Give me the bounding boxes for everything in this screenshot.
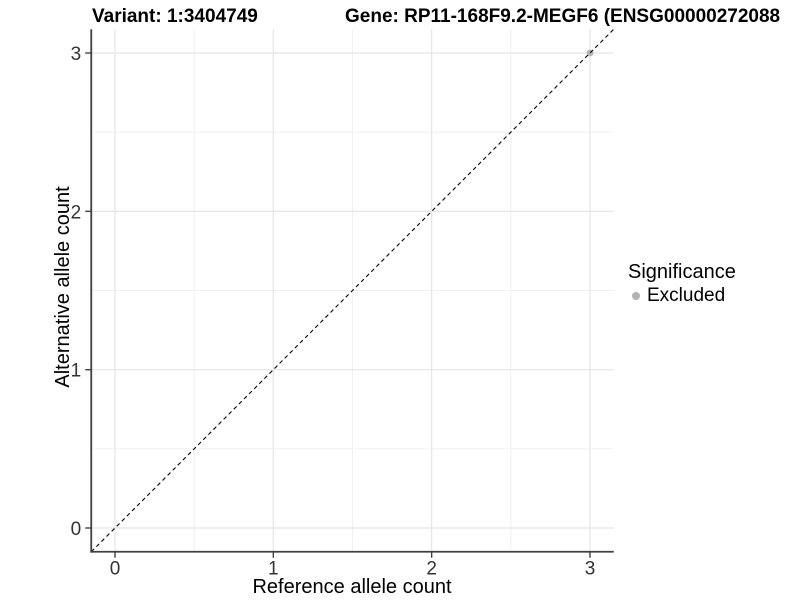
- y-tick-label-3: 3: [71, 44, 82, 65]
- x-tick-label-1: 1: [268, 559, 279, 580]
- variant-title: Variant: 1:3404749: [92, 6, 258, 27]
- grid-major: [91, 29, 614, 552]
- legend: Significance Excluded: [628, 261, 736, 307]
- identity-line: [90, 28, 615, 553]
- x-tick-label-2: 2: [426, 559, 437, 580]
- x-tick-label-3: 3: [585, 559, 596, 580]
- y-tick-label-0: 0: [71, 519, 82, 540]
- legend-title: Significance: [628, 261, 736, 283]
- legend-item-label: Excluded: [647, 285, 726, 306]
- y-tick-label-2: 2: [71, 202, 82, 223]
- x-tick-label-0: 0: [110, 559, 121, 580]
- y-axis-title: Alternative allele count: [52, 186, 74, 388]
- identity-line-layer: [90, 28, 615, 553]
- legend-point-icon: [632, 292, 640, 301]
- gene-title: Gene: RP11-168F9.2-MEGF6 (ENSG0000027208…: [345, 6, 780, 27]
- axis-ticks: [85, 52, 591, 558]
- legend-item-excluded: Excluded: [628, 285, 736, 307]
- x-axis-title: Reference allele count: [252, 576, 451, 598]
- axis-lines: [90, 29, 614, 553]
- axis-tick-labels: 0 1 2 3 0 1 2 3: [71, 44, 596, 580]
- y-tick-label-1: 1: [71, 361, 82, 382]
